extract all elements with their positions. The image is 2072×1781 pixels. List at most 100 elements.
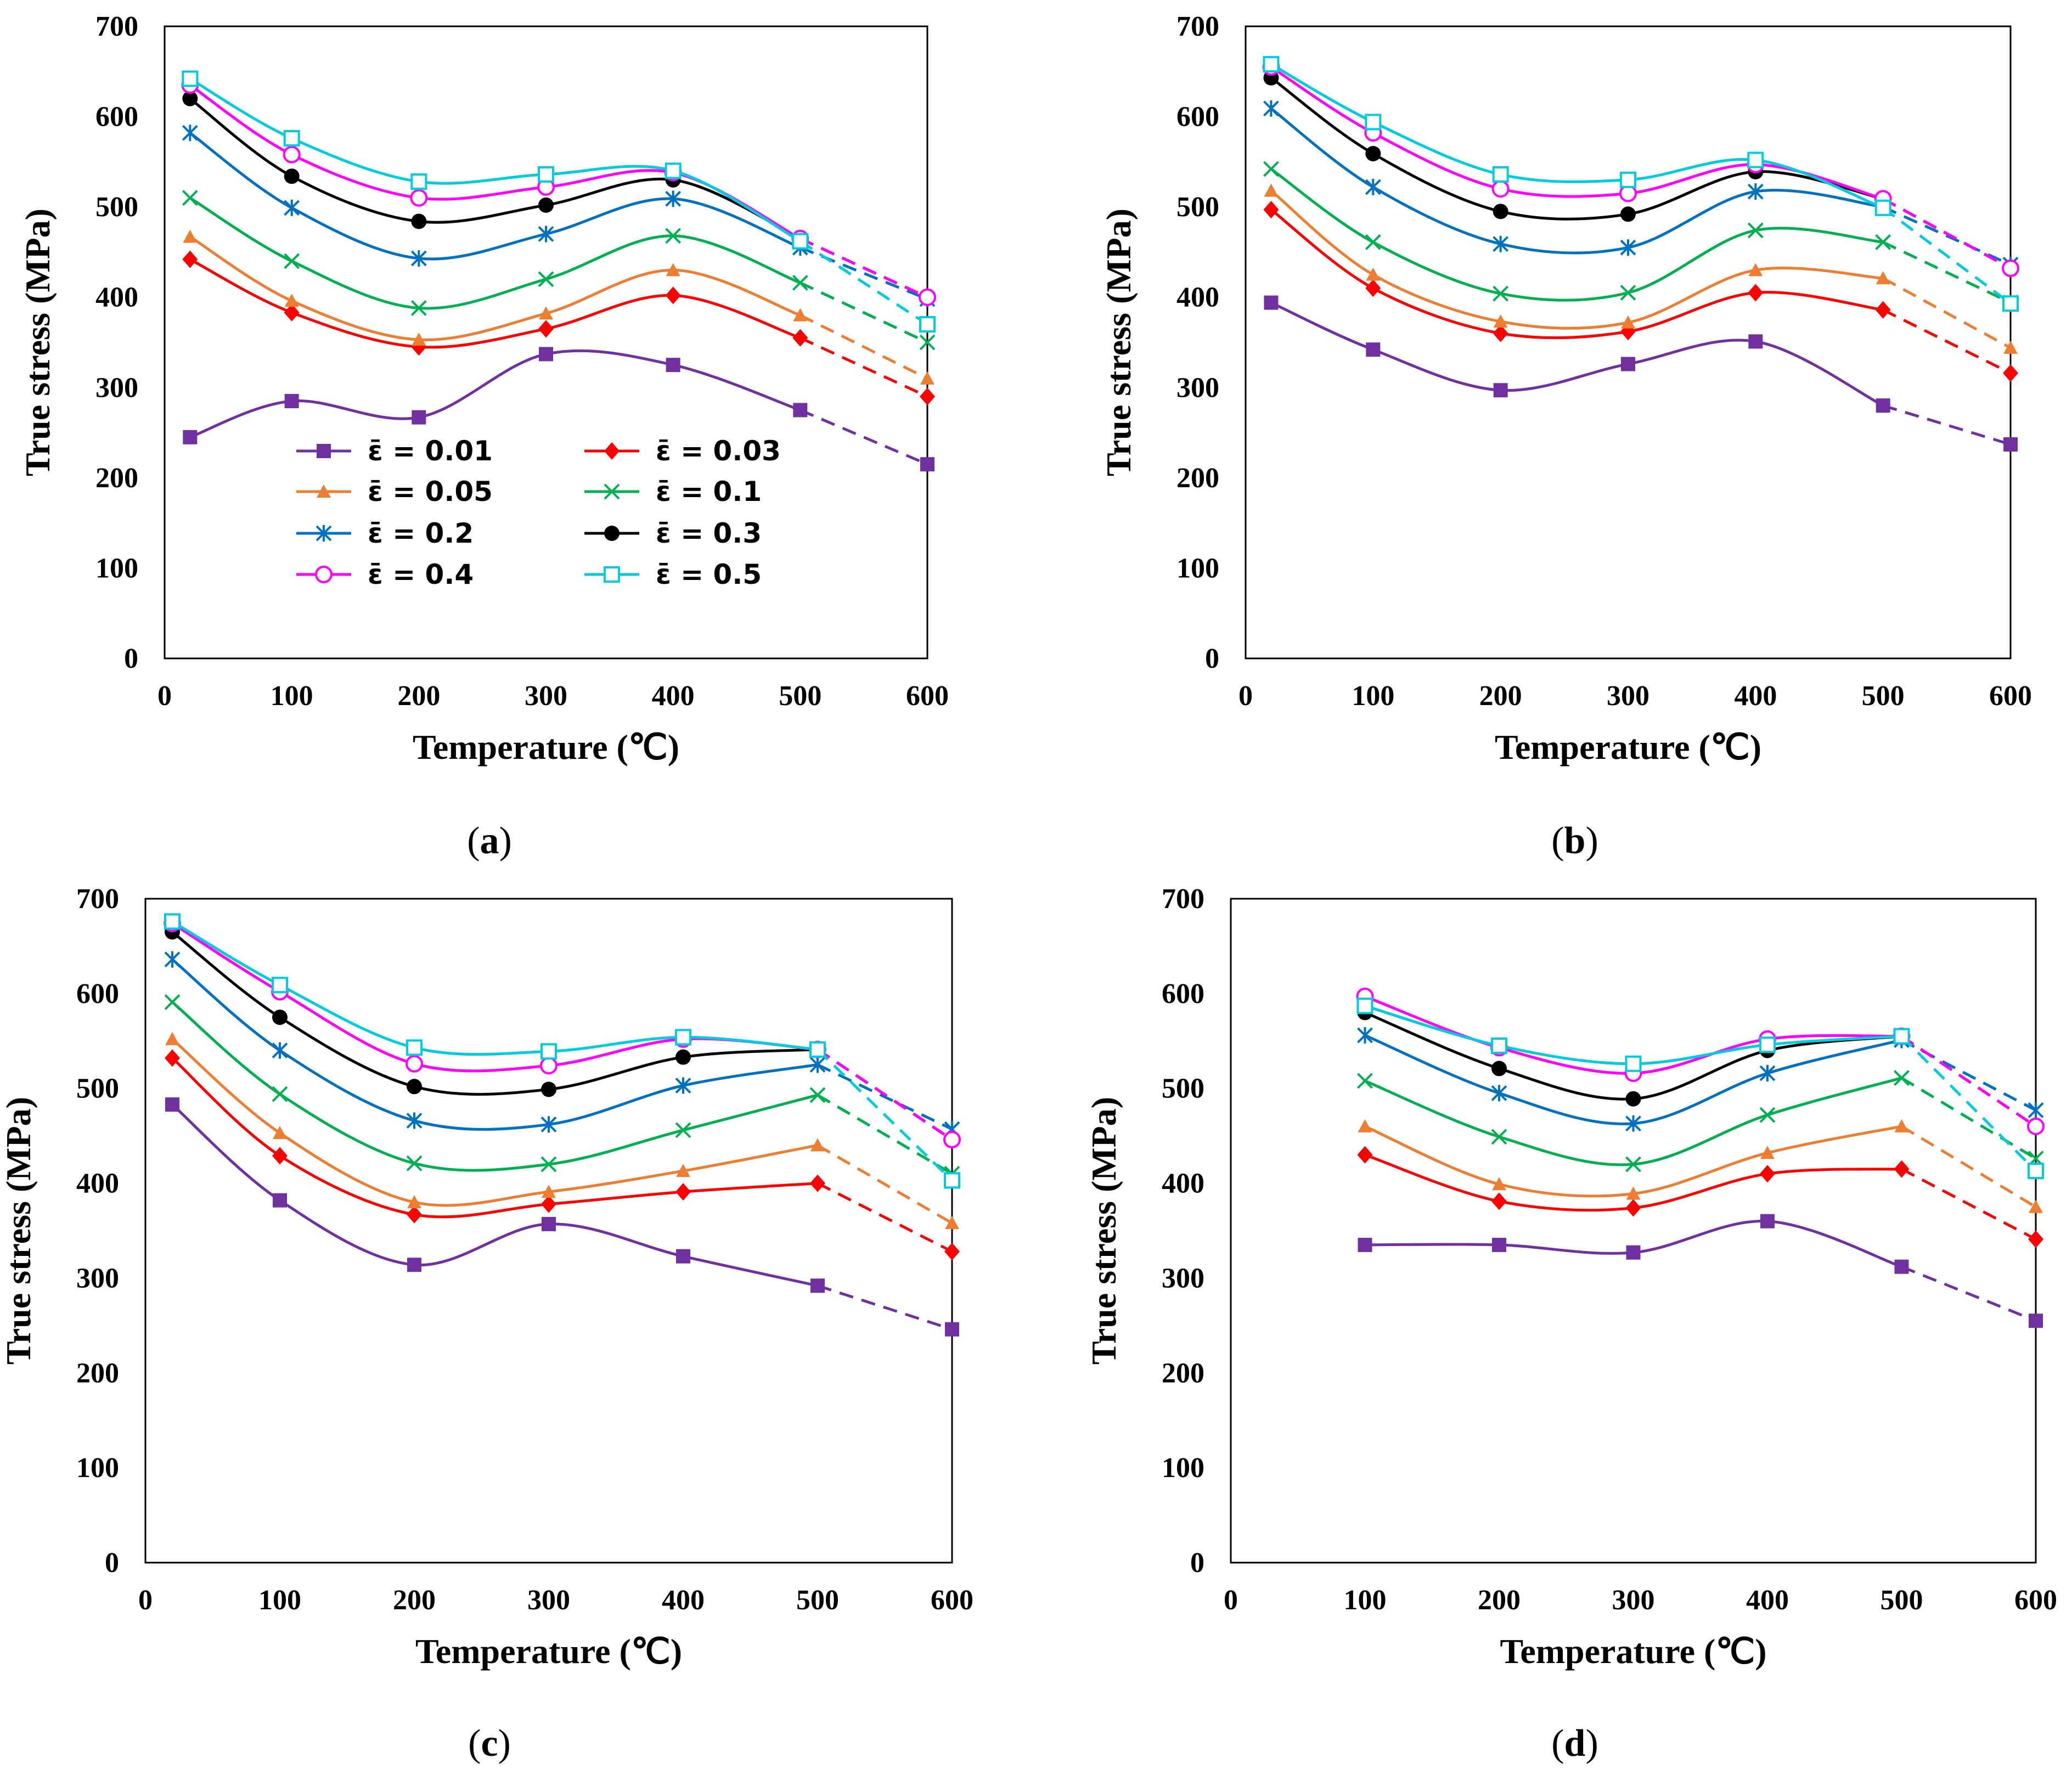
data-point (943, 1131, 961, 1149)
data-point (792, 329, 808, 347)
data-point (809, 1041, 826, 1058)
data-point (919, 334, 936, 351)
data-point (1263, 56, 1280, 73)
series-extrapolation-line (799, 409, 928, 466)
series-1 (165, 1049, 960, 1261)
data-point (284, 253, 300, 269)
series-line (1270, 63, 1884, 210)
data-point (1894, 1259, 1909, 1274)
data-point (273, 1193, 287, 1208)
y-axis-title: True stress (MPa) (1084, 1097, 1123, 1365)
data-point (1894, 1119, 1909, 1132)
series-3 (164, 994, 960, 1182)
data-point (665, 162, 682, 179)
y-tick-label: 700 (95, 11, 138, 42)
data-point (1365, 178, 1381, 195)
data-point (1621, 315, 1635, 329)
series-extrapolation-line (799, 281, 928, 344)
y-tick-label: 0 (105, 1547, 119, 1579)
series-2 (1264, 183, 2018, 354)
data-point (1493, 314, 1508, 328)
series-0 (183, 347, 934, 472)
x-tick-label: 400 (1746, 1585, 1789, 1616)
data-point (541, 1081, 556, 1097)
y-tick-label: 200 (95, 463, 138, 494)
series-line (189, 349, 801, 439)
series-line (1270, 76, 1884, 221)
series-line (1270, 189, 1883, 330)
data-point (1759, 1107, 1776, 1123)
series-3 (1357, 1070, 2044, 1173)
data-point (920, 387, 935, 405)
data-point (1357, 1027, 1373, 1044)
series-5 (182, 91, 935, 305)
y-tick-label: 500 (1176, 191, 1219, 223)
data-point (2028, 1102, 2044, 1119)
data-point (1492, 1177, 1506, 1191)
data-point (919, 316, 936, 333)
series-line (1270, 66, 1884, 200)
series-1 (1357, 1146, 2043, 1248)
series-7 (182, 70, 936, 333)
data-point (675, 1029, 691, 1046)
data-point (1760, 1214, 1775, 1228)
data-point (945, 1216, 959, 1230)
data-point (164, 994, 181, 1010)
data-point (1747, 222, 1764, 239)
data-point (284, 303, 300, 322)
y-axis-title: True stress (MPa) (0, 1097, 38, 1365)
series-line (171, 922, 818, 1073)
data-point (284, 294, 299, 307)
data-point (1625, 1199, 1641, 1217)
data-point (407, 1205, 422, 1224)
data-point (1493, 204, 1508, 219)
data-point (539, 306, 553, 320)
panel-a: 0 100 200 300 400 500 600 700 0 100 200 300 400 500 60… (18, 11, 949, 862)
x-tick-label: 0 (1238, 680, 1253, 712)
legend-marker (604, 526, 620, 541)
data-point (1620, 171, 1636, 188)
data-point (920, 371, 934, 385)
data-point (2002, 295, 2019, 312)
legend-item: ε̄ = 0.05 (296, 476, 493, 508)
data-point (538, 226, 554, 243)
data-point (1875, 301, 1891, 319)
y-tick-label: 100 (1162, 1452, 1204, 1484)
data-point (2029, 1314, 2043, 1328)
series-line (171, 1001, 818, 1172)
data-point (809, 1087, 826, 1103)
x-axis-title: Temperature (℃) (415, 1632, 682, 1671)
series-line (189, 97, 801, 240)
data-point (542, 1185, 556, 1198)
legend-label: ε̄ = 0.1 (656, 476, 762, 508)
data-point (406, 1112, 423, 1129)
legend-marker (604, 483, 620, 500)
data-point (2028, 1163, 2044, 1180)
series-line (171, 931, 818, 1096)
y-tick-label: 400 (95, 282, 138, 313)
data-point (1493, 324, 1508, 342)
series-7 (1263, 56, 2019, 312)
x-tick-label: 200 (393, 1585, 436, 1616)
series-extrapolation-line (1882, 198, 2012, 270)
data-point (1358, 1119, 1372, 1132)
x-tick-label: 500 (779, 680, 821, 712)
legend-marker (604, 442, 620, 460)
y-tick-label: 700 (1176, 11, 1219, 42)
data-point (1357, 1146, 1373, 1164)
y-tick-label: 300 (76, 1263, 119, 1294)
x-tick-label: 100 (258, 1585, 301, 1616)
data-point (1625, 1055, 1642, 1072)
y-tick-label: 300 (1176, 372, 1219, 403)
series-extrapolation-line (1882, 205, 2012, 266)
data-point (1620, 239, 1636, 256)
legend: ε̄ = 0.01 ε̄ = 0.03 ε̄ = 0.05 ε̄ = 0.1 ε̄ = … (296, 435, 781, 590)
data-point (272, 1086, 288, 1102)
data-point (272, 1147, 288, 1165)
data-point (2003, 364, 2018, 382)
x-tick-label: 400 (662, 1585, 705, 1616)
data-point (675, 1183, 691, 1201)
data-point (2002, 260, 2019, 278)
y-tick-label: 0 (1190, 1547, 1204, 1579)
panel-caption: (c) (468, 1722, 511, 1765)
